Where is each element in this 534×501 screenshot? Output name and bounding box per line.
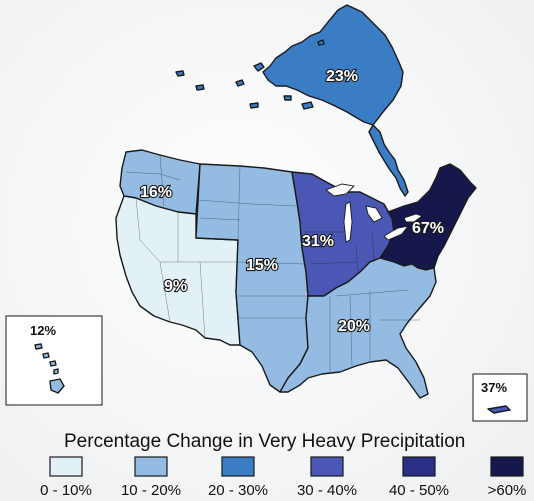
legend-swatch: [310, 456, 344, 477]
hawaii-island-1: [34, 343, 43, 350]
legend-swatch: [490, 456, 524, 477]
great-plains-label: 15%: [246, 257, 278, 274]
alaska-island-1: [253, 62, 265, 72]
legend-title: Percentage Change in Very Heavy Precipit…: [64, 431, 465, 452]
legend: Percentage Change in Very Heavy Precipit…: [40, 431, 526, 499]
lake-ontario: [403, 213, 423, 223]
legend-swatch: [49, 456, 83, 477]
alaska-island-3: [301, 101, 314, 110]
alaska-island-4: [283, 95, 292, 101]
legend-label: >60%: [488, 482, 527, 499]
alaska-shape: [262, 4, 404, 126]
puerto-rico-inset-frame: [472, 373, 528, 422]
alaska-island-2: [235, 79, 245, 87]
alaska-label: 23%: [326, 68, 358, 85]
legend-label: 30 - 40%: [297, 482, 357, 499]
southwest-label: 9%: [164, 278, 187, 295]
alaska-island-8: [317, 39, 325, 46]
legend-swatch: [221, 456, 255, 477]
legend-label: 40 - 50%: [389, 482, 449, 499]
alaska-panhandle: [368, 124, 409, 197]
legend-label: 10 - 20%: [121, 482, 181, 499]
state-borders: [125, 154, 453, 372]
region-southeast: [279, 257, 437, 399]
midwest-label: 31%: [302, 233, 334, 250]
lake-erie: [383, 225, 410, 241]
legend-swatch: [402, 456, 436, 477]
alaska-island-6: [195, 84, 205, 91]
lake-superior: [325, 183, 355, 197]
hawaii-island-5: [49, 378, 65, 394]
alaska-island-7: [249, 102, 259, 109]
inset-puerto-rico: 37%: [472, 373, 528, 422]
lake-huron: [365, 205, 383, 223]
puerto-rico-label: 37%: [481, 380, 507, 395]
region-alaska: [175, 4, 409, 197]
hawaii-label: 12%: [30, 323, 56, 338]
hawaii-island-3: [49, 360, 57, 367]
legend-label: 20 - 30%: [208, 482, 268, 499]
inset-hawaii: 12%: [5, 315, 103, 406]
puerto-rico-island: [487, 405, 511, 414]
northwest-label: 16%: [140, 184, 172, 201]
hawaii-island-4: [53, 368, 59, 375]
alaska-island-5: [175, 70, 185, 77]
legend-label: 0 - 10%: [40, 482, 92, 499]
northeast-label: 67%: [412, 220, 444, 237]
southeast-label: 20%: [338, 318, 370, 335]
hawaii-island-2: [42, 352, 50, 359]
legend-swatch: [134, 456, 168, 477]
lake-michigan: [343, 201, 353, 243]
